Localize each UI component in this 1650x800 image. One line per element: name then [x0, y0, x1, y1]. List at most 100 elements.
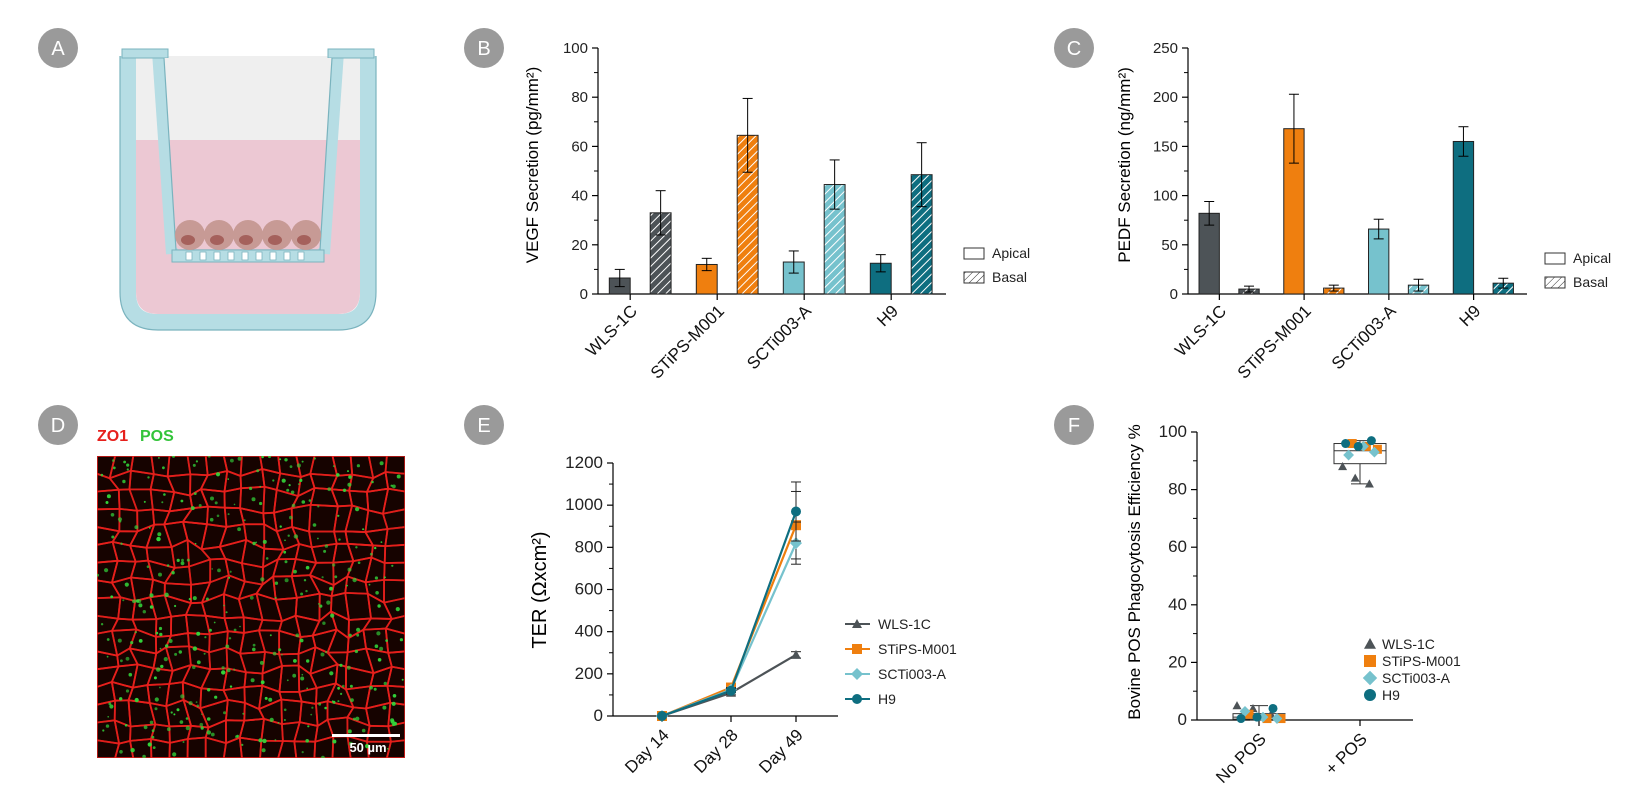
pos-punctum	[277, 722, 280, 724]
pedf-plot-area: 0 50 100 150 200 250 WLS-1C STiPS-M001 SCTi003-A…	[1153, 40, 1527, 383]
pos-punctum	[274, 581, 279, 585]
pedf-secretion-chart: 0 50 100 150 200 250 WLS-1C STiPS-M001 SCTi003-A…	[1115, 40, 1611, 383]
phago-point-scti003-a	[1271, 713, 1283, 724]
pos-punctum	[374, 576, 378, 580]
pedf-legend-basal-label: Basal	[1573, 274, 1608, 290]
pedf-y-tick-label: 100	[1153, 188, 1178, 205]
outer-well-outline	[119, 56, 377, 331]
pos-punctum	[326, 600, 331, 605]
cell-outline	[223, 487, 242, 510]
pos-punctum	[311, 706, 314, 709]
pos-punctum	[236, 734, 240, 738]
pos-punctum	[259, 660, 264, 665]
pos-punctum	[356, 633, 360, 637]
pos-punctum	[379, 461, 384, 466]
pos-punctum	[323, 549, 327, 553]
cell-outline	[346, 735, 370, 758]
pos-punctum	[204, 636, 207, 639]
pos-punctum	[196, 660, 201, 665]
ter-point-h9	[726, 685, 736, 696]
pos-punctum	[288, 484, 291, 487]
ter-legend: WLS-1C STiPS-M001 SCTi003-A H9	[845, 616, 957, 707]
pos-punctum	[214, 501, 218, 505]
pos-punctum	[123, 460, 126, 464]
pos-punctum	[301, 500, 306, 504]
ter-y-tick-label: 800	[575, 537, 603, 556]
cell-outline	[384, 526, 405, 548]
pos-punctum	[274, 596, 277, 600]
cell-outline	[346, 716, 371, 743]
cell-outline	[348, 473, 375, 493]
ter-x-tick-label: Day 14	[621, 725, 673, 777]
pos-punctum	[207, 456, 211, 458]
pos-punctum	[163, 493, 166, 496]
pos-punctum	[299, 638, 304, 643]
pedf-y-tick-label: 250	[1153, 40, 1178, 57]
ter-legend-marker	[852, 644, 862, 654]
cell-outline	[384, 471, 405, 493]
pos-punctum	[147, 742, 152, 747]
phago-point-h9	[1341, 439, 1351, 449]
outer-well	[120, 56, 376, 330]
pos-punctum	[179, 720, 184, 724]
pedf-legend-basal-swatch	[1544, 276, 1566, 289]
pos-punctum	[126, 468, 129, 471]
ter-legend-marker	[851, 668, 863, 680]
ter-y-tick-label: 1000	[565, 495, 603, 514]
pos-punctum	[225, 644, 230, 649]
cell-outline	[260, 717, 284, 742]
pos-punctum	[119, 697, 123, 701]
phago-legend-marker	[1362, 670, 1378, 686]
pedf-x-tick-label: WLS-1C	[1171, 301, 1230, 360]
pos-punctum	[390, 718, 395, 723]
cell-outline	[384, 627, 405, 654]
cell-outline	[186, 456, 209, 477]
pos-punctum	[371, 480, 374, 484]
pos-punctum	[383, 681, 387, 686]
cell-outline	[383, 543, 405, 564]
pos-punctum	[293, 659, 297, 663]
pedf-legend-apical-label: Apical	[1573, 250, 1611, 266]
ter-legend-marker	[852, 619, 862, 628]
pos-punctum	[203, 652, 206, 655]
pos-punctum	[374, 546, 377, 550]
pos-punctum	[300, 592, 304, 596]
pos-punctum	[279, 458, 282, 461]
pos-punctum	[104, 568, 109, 573]
pos-punctum	[205, 597, 209, 601]
pos-punctum	[194, 542, 197, 545]
phago-point-stips-m001	[1372, 444, 1382, 454]
pos-punctum	[134, 631, 137, 634]
ter-point-h9	[791, 506, 801, 517]
pos-punctum	[110, 513, 115, 517]
pos-punctum	[225, 611, 228, 614]
pos-punctum	[347, 729, 352, 734]
pos-punctum	[251, 497, 256, 502]
pos-punctum	[383, 576, 386, 579]
cell-outline	[263, 523, 285, 551]
pos-punctum	[391, 701, 396, 706]
pos-punctum	[237, 456, 242, 461]
pos-punctum	[196, 704, 200, 708]
cell-outline	[277, 740, 298, 758]
pos-punctum	[321, 576, 324, 579]
phago-point-wls-1c	[1338, 462, 1348, 471]
insert-flange-left	[121, 48, 169, 59]
pos-punctum	[138, 639, 143, 643]
cell-outline	[258, 684, 283, 710]
cell-outline	[114, 740, 135, 758]
phago-x-tick-label: + POS	[1322, 729, 1371, 778]
micrograph-pattern	[97, 456, 405, 758]
pos-punctum	[261, 456, 264, 459]
pos-punctum	[327, 487, 332, 492]
pos-punctum	[159, 647, 162, 650]
rpe-cells	[175, 220, 321, 250]
phago-point-h9	[1252, 712, 1262, 722]
phago-y-tick-label: 60	[1168, 537, 1187, 556]
pos-punctum	[106, 494, 111, 499]
pos-punctum	[174, 604, 177, 608]
phago-point-stips-m001	[1262, 714, 1272, 724]
vegf-legend-basal-swatch	[963, 271, 985, 284]
